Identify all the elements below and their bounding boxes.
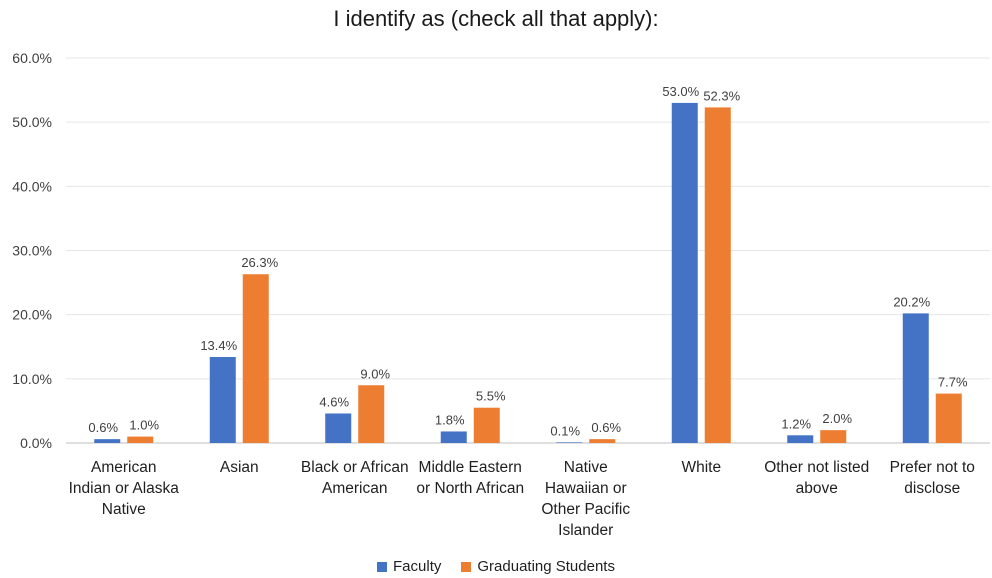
legend-item-faculty: Faculty bbox=[377, 558, 441, 575]
x-tick-label: Middle Eastern or North African bbox=[416, 459, 524, 497]
data-label: 13.4% bbox=[200, 338, 237, 353]
y-tick-label: 20.0% bbox=[12, 307, 52, 323]
y-tick-label: 0.0% bbox=[20, 435, 52, 451]
x-tick-label: Native Hawaiian or Other Pacific Islander bbox=[541, 459, 630, 539]
data-label: 2.0% bbox=[822, 411, 852, 426]
chart-title: I identify as (check all that apply): bbox=[333, 6, 659, 31]
bar bbox=[358, 385, 385, 443]
bar bbox=[704, 107, 731, 444]
data-label: 5.5% bbox=[476, 389, 506, 404]
y-tick-label: 30.0% bbox=[12, 243, 52, 259]
bar bbox=[209, 357, 236, 443]
bar bbox=[820, 430, 847, 443]
bar bbox=[127, 436, 154, 443]
legend: Faculty Graduating Students bbox=[0, 558, 992, 575]
data-label: 1.2% bbox=[781, 416, 811, 431]
bar bbox=[440, 431, 467, 443]
x-tick-label: Other not listed above bbox=[764, 459, 869, 497]
bar bbox=[787, 435, 814, 443]
legend-swatch-graduating-students bbox=[461, 561, 472, 572]
bar bbox=[242, 274, 269, 443]
data-label: 20.2% bbox=[893, 294, 930, 309]
x-tick-label: Asian bbox=[220, 459, 259, 476]
y-tick-label: 60.0% bbox=[12, 50, 52, 66]
data-label: 4.6% bbox=[319, 394, 349, 409]
data-label: 1.8% bbox=[435, 412, 465, 427]
data-label: 53.0% bbox=[662, 84, 699, 99]
bar bbox=[671, 102, 698, 444]
legend-swatch-faculty bbox=[377, 561, 388, 572]
data-label: 0.6% bbox=[88, 420, 118, 435]
y-tick-label: 10.0% bbox=[12, 371, 52, 387]
legend-label-faculty: Faculty bbox=[393, 558, 442, 575]
x-tick-label: Black or African American bbox=[301, 459, 409, 497]
legend-item-graduating-students: Graduating Students bbox=[461, 558, 615, 575]
data-label: 0.6% bbox=[591, 420, 621, 435]
data-label: 52.3% bbox=[703, 88, 740, 103]
bar bbox=[325, 413, 352, 443]
bar bbox=[94, 439, 121, 443]
data-label: 26.3% bbox=[241, 255, 278, 270]
bar bbox=[902, 313, 929, 443]
bar bbox=[556, 442, 583, 443]
x-tick-label: Prefer not to disclose bbox=[890, 459, 975, 497]
legend-label-graduating-students: Graduating Students bbox=[477, 558, 615, 575]
data-label: 1.0% bbox=[129, 418, 159, 433]
data-label: 9.0% bbox=[360, 366, 390, 381]
bar bbox=[935, 393, 962, 443]
bar bbox=[473, 407, 500, 443]
y-tick-label: 40.0% bbox=[12, 178, 52, 194]
data-label: 7.7% bbox=[938, 375, 968, 390]
x-tick-label: White bbox=[681, 459, 721, 476]
x-tick-label: American Indian or Alaska Native bbox=[69, 459, 180, 518]
bar bbox=[589, 439, 616, 443]
data-label: 0.1% bbox=[550, 423, 580, 438]
y-tick-label: 50.0% bbox=[12, 114, 52, 130]
